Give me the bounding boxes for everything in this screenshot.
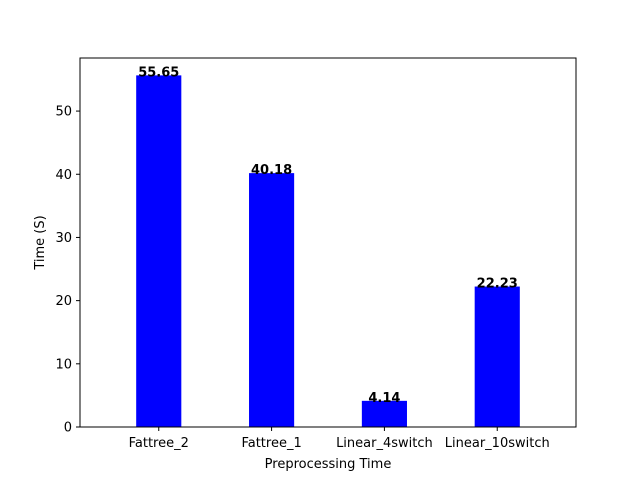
data-label-Fattree_1: 40.18 (251, 163, 292, 178)
plot-frame (79, 57, 577, 428)
y-tick-label-30: 30 (55, 231, 72, 246)
data-label-Linear_4switch: 4.14 (368, 391, 400, 406)
bar-Linear_4switch (361, 400, 407, 427)
x-tick-label-Linear_4switch: Linear_4switch (336, 436, 433, 451)
data-labels-layer: 55.65 40.18 4.14 22.23 (138, 65, 518, 405)
y-axis-label: Time (S) (33, 215, 48, 270)
x-axis: Fattree_2 Fattree_1 Linear_4switch Linear_1… (129, 427, 550, 451)
data-label-Linear_10switch: 22.23 (477, 277, 518, 292)
bar-Fattree_2 (136, 75, 182, 427)
data-label-Fattree_2: 55.65 (138, 65, 179, 80)
y-tick-label-0: 0 (64, 421, 72, 436)
x-tick-label-Fattree_1: Fattree_1 (241, 436, 301, 451)
y-tick-label-40: 40 (55, 168, 72, 183)
x-axis-label: Preprocessing Time (265, 457, 392, 472)
y-tick-label-50: 50 (55, 105, 72, 120)
bar-Fattree_1 (249, 173, 295, 427)
y-tick-label-10: 10 (55, 357, 72, 372)
bars-layer (136, 75, 520, 427)
x-tick-label-Linear_10switch: Linear_10switch (445, 436, 550, 451)
bar-Linear_10switch (474, 286, 520, 427)
x-tick-label-Fattree_2: Fattree_2 (129, 436, 189, 451)
y-axis: 0 10 20 30 40 50 (55, 105, 80, 436)
y-tick-label-20: 20 (55, 294, 72, 309)
